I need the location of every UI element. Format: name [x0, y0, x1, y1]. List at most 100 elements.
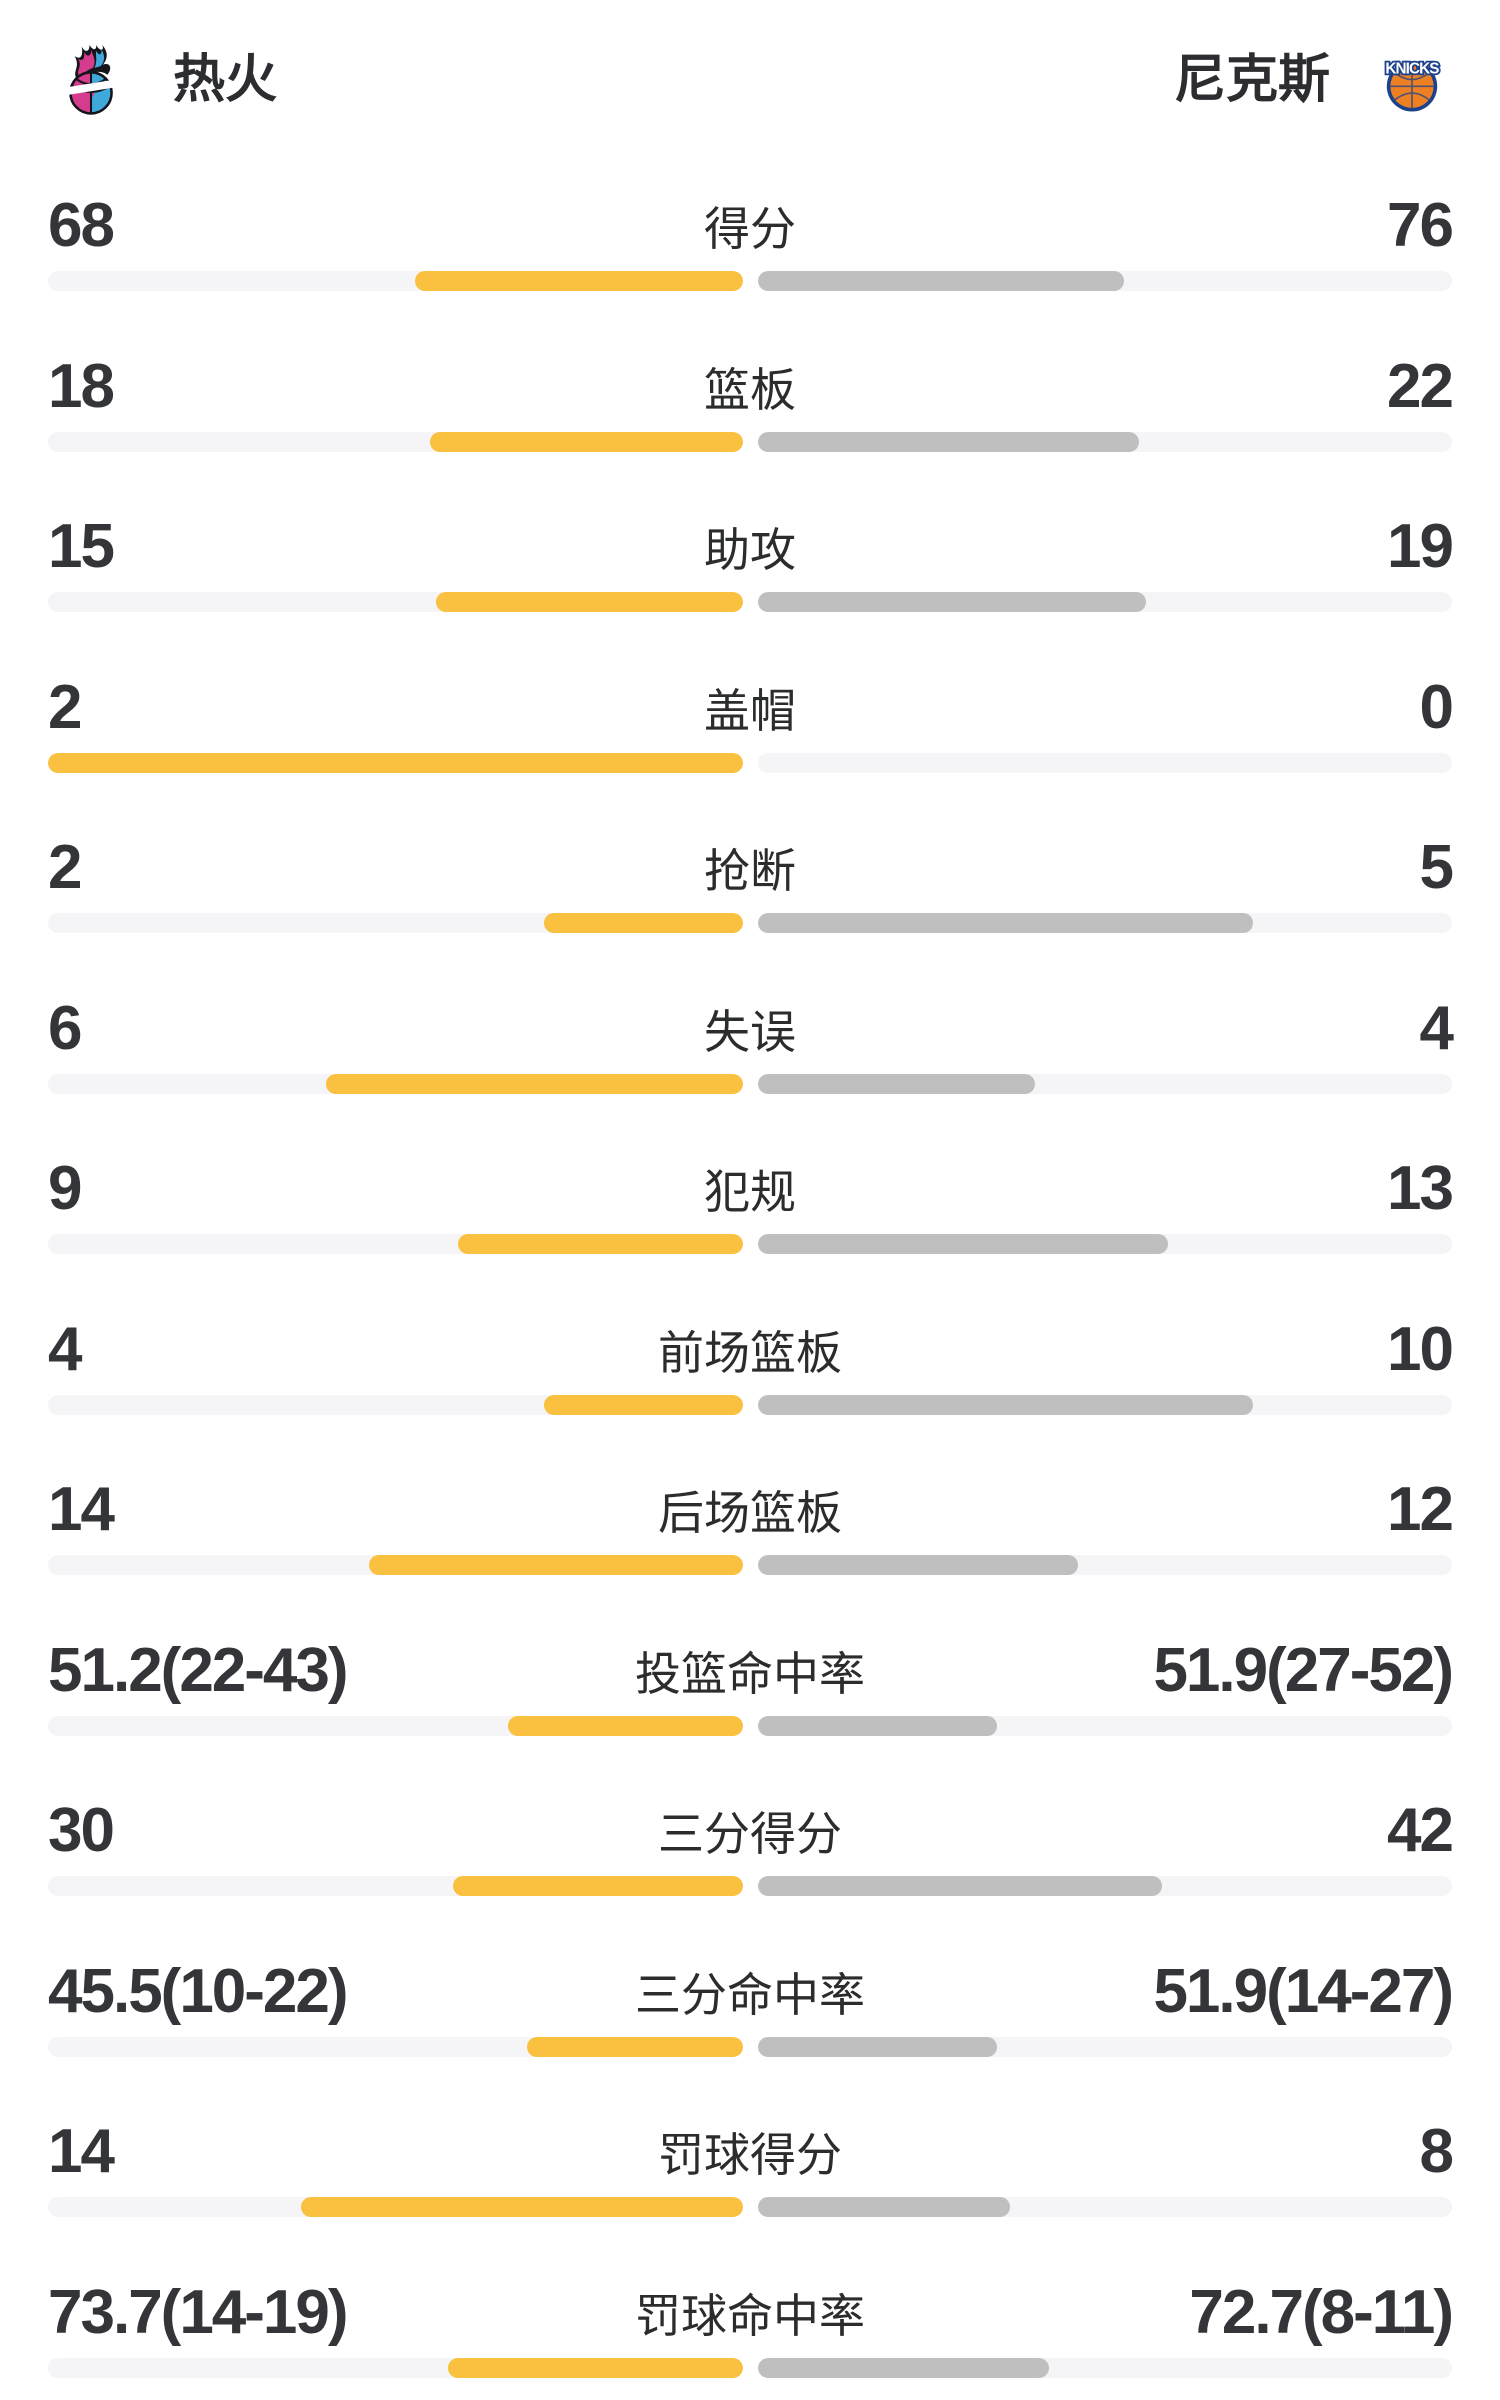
stat-label: 投篮命中率 — [635, 1647, 865, 1700]
home-value: 9 — [48, 1154, 83, 1223]
home-value: 2 — [48, 833, 83, 902]
away-value: 19 — [1387, 512, 1454, 581]
home-value: 6 — [48, 993, 83, 1063]
stat-line: 68 得分 76 — [48, 176, 1454, 276]
stat-row: 45.5(10-22) 三分命中率 51.9(14-27) — [0, 1912, 1500, 2073]
stat-line: 18 篮板 22 — [48, 337, 1454, 437]
home-bar-track — [48, 1394, 743, 1415]
home-bar-track — [48, 592, 743, 612]
away-team-name: 尼克斯 — [1173, 51, 1330, 109]
away-bar-fill — [757, 1715, 998, 1736]
stat-row: 2 抢断 5 — [0, 788, 1500, 949]
stat-bars — [48, 431, 1452, 452]
home-bar-fill — [527, 2036, 743, 2057]
home-bar-track — [48, 431, 743, 452]
away-bar-fill — [757, 913, 1254, 933]
away-value: 4 — [1419, 993, 1455, 1063]
home-bar-track — [48, 913, 743, 933]
away-bar-track — [757, 913, 1452, 933]
match-header: 热火 尼克斯 KNICKS — [0, 0, 1500, 146]
stat-row: 9 犯规 13 — [0, 1109, 1500, 1270]
home-bar-track — [48, 1073, 743, 1094]
away-bar-track — [757, 1876, 1452, 1896]
home-bar-fill — [368, 1555, 743, 1575]
away-value: 22 — [1387, 351, 1454, 421]
away-bar-track — [757, 2036, 1452, 2057]
stat-row: 15 助攻 19 — [0, 467, 1500, 628]
home-value: 18 — [48, 351, 115, 421]
home-bar-track — [48, 1876, 743, 1896]
away-bar-track — [757, 2357, 1452, 2378]
away-bar-track — [757, 1073, 1452, 1094]
home-bar-fill — [436, 592, 743, 612]
stat-label: 前场篮板 — [658, 1326, 842, 1379]
stats-list: 68 得分 76 18 篮板 22 — [0, 146, 1500, 2393]
home-value: 14 — [48, 1475, 115, 1544]
stat-label: 后场篮板 — [658, 1487, 842, 1539]
away-value: 8 — [1419, 2117, 1455, 2186]
stat-bars — [48, 2036, 1452, 2057]
stat-label: 失误 — [704, 1005, 796, 1058]
home-bar-track — [48, 1555, 743, 1575]
stat-label: 三分得分 — [658, 1808, 842, 1860]
away-bar-fill — [757, 271, 1125, 291]
away-value: 72.7(8-11) — [1189, 2277, 1454, 2347]
stat-row: 2 盖帽 0 — [0, 628, 1500, 789]
away-bar-track — [757, 592, 1452, 612]
home-bar-track — [48, 2036, 743, 2057]
home-bar-fill — [458, 1234, 743, 1254]
away-bar-track — [757, 271, 1452, 291]
away-bar-fill — [757, 1073, 1036, 1094]
home-team-name: 热火 — [173, 51, 278, 109]
home-bar-fill — [325, 1073, 743, 1094]
stat-line: 45.5(10-22) 三分命中率 51.9(14-27) — [48, 1942, 1454, 2042]
stat-bars — [48, 1876, 1452, 1896]
home-bar-fill — [448, 2357, 743, 2378]
stat-row: 18 篮板 22 — [0, 307, 1500, 468]
away-bar-fill — [757, 1876, 1163, 1896]
home-bar-fill — [429, 431, 743, 452]
stat-row: 14 后场篮板 12 — [0, 1430, 1500, 1591]
stat-row: 6 失误 4 — [0, 949, 1500, 1110]
away-value: 13 — [1387, 1154, 1454, 1223]
away-value: 0 — [1419, 672, 1455, 742]
home-value: 14 — [48, 2117, 115, 2186]
stat-bars — [48, 1715, 1452, 1736]
stat-line: 6 失误 4 — [48, 979, 1455, 1079]
stat-label: 得分 — [704, 203, 796, 255]
home-value: 68 — [48, 191, 115, 260]
stat-bars — [48, 913, 1452, 933]
knicks-logo-icon: KNICKS — [1376, 44, 1448, 116]
away-bar-fill — [757, 431, 1140, 452]
away-bar-fill — [757, 1394, 1254, 1415]
stat-row: 73.7(14-19) 罚球命中率 72.7(8-11) — [0, 2233, 1500, 2394]
away-bar-fill — [757, 2357, 1050, 2378]
away-bar-track — [757, 1394, 1452, 1415]
home-value: 15 — [48, 512, 115, 581]
away-value: 10 — [1387, 1314, 1454, 1384]
home-bar-track — [48, 2357, 743, 2378]
away-bar-track — [757, 431, 1452, 452]
away-team-header[interactable]: 尼克斯 KNICKS — [1174, 44, 1448, 116]
stat-label: 抢断 — [704, 845, 796, 897]
stat-label: 犯规 — [704, 1166, 796, 1218]
stat-line: 30 三分得分 42 — [48, 1781, 1454, 1881]
home-team-header[interactable]: 热火 — [55, 44, 277, 116]
away-value: 51.9(14-27) — [1153, 1956, 1454, 2026]
stat-row: 30 三分得分 42 — [0, 1751, 1500, 1912]
stat-row: 68 得分 76 — [0, 146, 1500, 307]
stat-line: 4 前场篮板 10 — [48, 1300, 1454, 1400]
away-bar-track — [757, 1715, 1452, 1736]
home-bar-track — [48, 2197, 743, 2217]
stat-line: 14 后场篮板 12 — [48, 1460, 1454, 1560]
stat-bars — [48, 271, 1452, 291]
stat-label: 篮板 — [704, 363, 796, 416]
home-value: 30 — [48, 1796, 115, 1865]
stat-line: 2 抢断 5 — [48, 818, 1454, 918]
away-bar-fill — [757, 1234, 1168, 1254]
home-value: 45.5(10-22) — [48, 1956, 349, 2026]
stat-line: 9 犯规 13 — [48, 1139, 1454, 1239]
away-value: 42 — [1387, 1796, 1454, 1865]
stat-label: 罚球得分 — [658, 2129, 842, 2181]
away-value: 76 — [1387, 191, 1454, 260]
